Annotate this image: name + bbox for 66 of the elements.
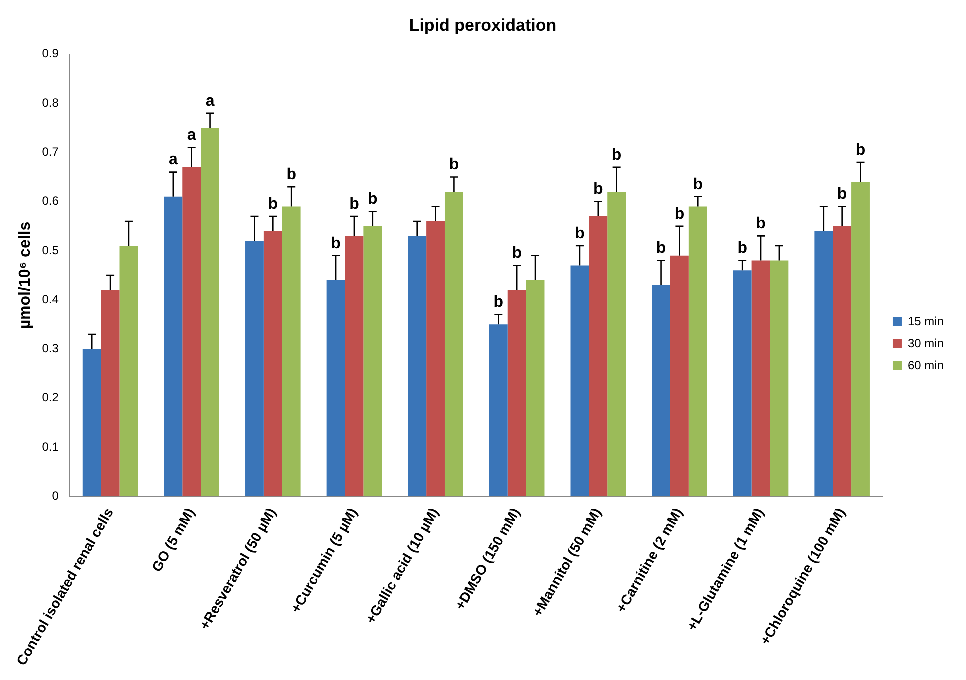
data-label: b [693, 176, 704, 194]
data-label: b [674, 206, 685, 223]
bar [752, 260, 770, 497]
bar [101, 290, 120, 497]
data-label: a [168, 152, 178, 169]
bar [282, 206, 301, 497]
bar [670, 256, 689, 497]
data-label: b [575, 225, 586, 242]
bar [82, 349, 102, 497]
bar [489, 324, 508, 497]
bar [526, 280, 545, 497]
bar [852, 182, 870, 497]
bar [201, 128, 220, 497]
bar [345, 236, 364, 497]
y-tick-label: 0.1 [42, 440, 60, 454]
data-label: a [206, 92, 215, 110]
data-label: b [449, 156, 460, 174]
y-tick-label: 0.6 [42, 194, 60, 208]
y-tick-label: 0.5 [42, 243, 60, 258]
data-label: b [738, 240, 748, 258]
y-tick-label: 0.8 [42, 96, 60, 110]
bar [570, 266, 590, 497]
data-label: b [368, 191, 378, 208]
bar [164, 196, 183, 497]
bar [364, 226, 382, 497]
data-label: b [612, 146, 622, 164]
data-label: b [512, 245, 522, 262]
y-axis-title: µmol/10⁶ cells [17, 222, 34, 330]
bar [120, 246, 138, 497]
y-tick-label: 0.4 [42, 292, 60, 306]
data-label: b [494, 294, 504, 312]
data-label: b [837, 186, 848, 204]
bar [608, 192, 626, 497]
bar [589, 216, 608, 497]
y-tick-label: 0.7 [42, 144, 60, 159]
bar [264, 231, 282, 497]
data-label: b [594, 181, 604, 198]
data-label: b [350, 196, 360, 213]
data-label: b [656, 240, 666, 258]
bar [408, 236, 427, 497]
legend-label: 60 min [908, 358, 944, 372]
data-label: a [187, 127, 196, 144]
y-tick-label: 0.9 [42, 46, 60, 61]
bar [652, 285, 670, 497]
legend-label: 15 min [908, 314, 944, 328]
data-label: b [856, 142, 866, 159]
data-label: b [756, 216, 766, 233]
data-label: b [331, 235, 342, 252]
bar [426, 221, 445, 497]
bar [770, 260, 789, 497]
data-label: b [268, 196, 278, 213]
chart-title: Lipid peroxidation [409, 16, 557, 35]
bar [182, 167, 202, 497]
data-label: b [286, 166, 297, 184]
y-tick-label: 0.2 [42, 390, 60, 405]
bar [246, 241, 264, 497]
y-tick-label: 0 [52, 488, 60, 503]
bar [444, 192, 464, 497]
bar [326, 280, 346, 497]
bar [833, 226, 852, 497]
y-tick-label: 0.3 [42, 342, 60, 356]
legend-label: 30 min [908, 336, 944, 350]
bar [688, 206, 708, 497]
bar [733, 270, 752, 497]
bar [814, 231, 834, 497]
bar [508, 290, 526, 497]
